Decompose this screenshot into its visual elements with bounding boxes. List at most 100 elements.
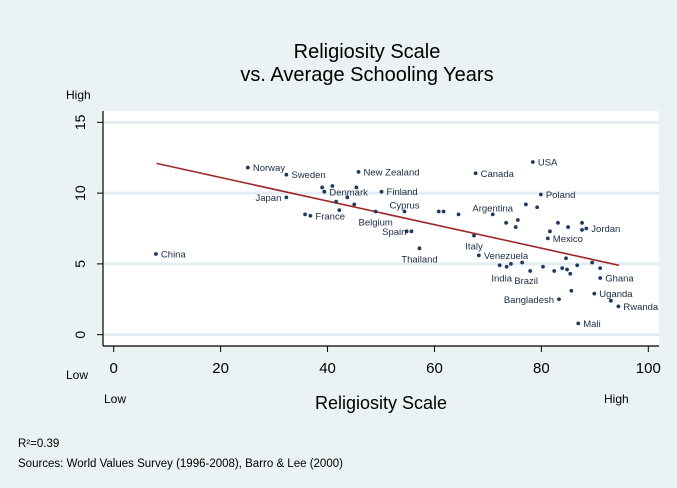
data-point — [322, 189, 327, 194]
y-tick-label: 5 — [72, 260, 88, 268]
point-label: Venezuela — [484, 251, 529, 262]
data-point — [566, 225, 571, 229]
data-point — [598, 266, 603, 271]
data-point — [504, 264, 509, 269]
data-point — [530, 160, 535, 164]
data-point — [592, 291, 597, 296]
point-label: China — [161, 249, 187, 260]
x-tick-label: 0 — [110, 360, 118, 377]
data-point — [472, 233, 476, 238]
data-point — [513, 225, 518, 229]
point-label: Finland — [387, 187, 418, 198]
point-label: Canada — [481, 169, 515, 180]
data-point — [245, 165, 250, 170]
y-tick-label: 0 — [72, 331, 88, 339]
data-point — [330, 184, 335, 188]
data-point — [569, 288, 574, 293]
x-low-label: Low — [104, 392, 126, 406]
data-point — [580, 220, 584, 225]
point-label: Denmark — [329, 188, 368, 199]
point-label: New Zealand — [364, 167, 420, 178]
data-point — [402, 209, 407, 214]
data-point — [552, 269, 557, 273]
data-point — [284, 195, 289, 200]
point-label: Poland — [546, 190, 576, 201]
x-tick-label: 20 — [212, 360, 229, 377]
data-point — [564, 256, 568, 261]
data-point — [456, 212, 461, 217]
data-point — [576, 321, 581, 326]
point-label: Ghana — [605, 274, 634, 285]
x-tick-label: 100 — [636, 360, 661, 377]
data-point — [441, 209, 446, 214]
data-point — [608, 298, 613, 303]
point-label: India — [491, 273, 512, 284]
data-point — [356, 169, 361, 174]
point-label: Uganda — [599, 289, 633, 300]
data-point — [523, 202, 528, 207]
sources-note: Sources: World Values Survey (1996-2008)… — [18, 458, 343, 470]
data-point — [497, 263, 502, 268]
point-label: Mali — [583, 319, 600, 330]
data-point — [528, 269, 533, 273]
data-point — [337, 208, 342, 212]
point-label: Rwanda — [623, 302, 659, 313]
data-point — [598, 276, 603, 280]
chart-title: Religiosity Scale — [294, 41, 441, 63]
point-label: Mexico — [553, 234, 583, 245]
data-point — [373, 209, 378, 214]
data-point — [548, 229, 552, 234]
data-point — [320, 185, 325, 190]
x-tick-label: 60 — [426, 360, 443, 377]
point-label: Thailand — [401, 254, 437, 265]
point-label: Cyprus — [389, 201, 419, 212]
data-point — [417, 246, 422, 251]
data-point — [557, 297, 561, 302]
data-point — [154, 252, 158, 256]
data-point — [504, 220, 508, 225]
data-point — [538, 192, 543, 197]
point-label: Sweden — [291, 170, 325, 181]
data-point — [476, 253, 481, 258]
data-point — [584, 226, 589, 231]
data-point — [560, 266, 565, 271]
data-point — [568, 271, 573, 276]
data-point — [334, 199, 338, 204]
data-point — [303, 212, 307, 217]
x-axis-title: Religiosity Scale — [315, 393, 447, 413]
data-point — [354, 185, 359, 190]
data-point — [436, 209, 441, 214]
data-point — [545, 236, 550, 241]
data-point — [509, 261, 513, 266]
point-label: Japan — [255, 193, 281, 204]
point-label: Brazil — [514, 276, 538, 287]
data-point — [565, 267, 569, 272]
y-tick-label: 10 — [72, 185, 88, 201]
data-point — [308, 213, 313, 218]
data-point — [352, 202, 357, 207]
data-point — [515, 218, 520, 222]
data-point — [284, 172, 289, 177]
y-high-label: High — [66, 88, 91, 102]
y-tick-label: 15 — [72, 114, 88, 130]
data-point — [541, 264, 545, 269]
data-point — [473, 171, 478, 176]
point-label: Norway — [253, 163, 285, 174]
point-label: Belgium — [358, 218, 392, 229]
plot-area — [103, 111, 659, 346]
point-label: Spain — [382, 227, 406, 238]
y-low-label: Low — [66, 368, 88, 382]
r-squared: R²=0.39 — [18, 438, 59, 450]
point-label: Jordan — [591, 224, 620, 235]
data-point — [575, 263, 580, 268]
data-point — [520, 260, 525, 265]
data-point — [535, 205, 540, 210]
point-label: Bangladesh — [504, 295, 554, 306]
x-tick-label: 40 — [319, 360, 336, 377]
fit-line — [156, 162, 620, 267]
point-label: USA — [538, 157, 558, 168]
data-point — [616, 304, 621, 309]
data-point — [379, 189, 384, 194]
